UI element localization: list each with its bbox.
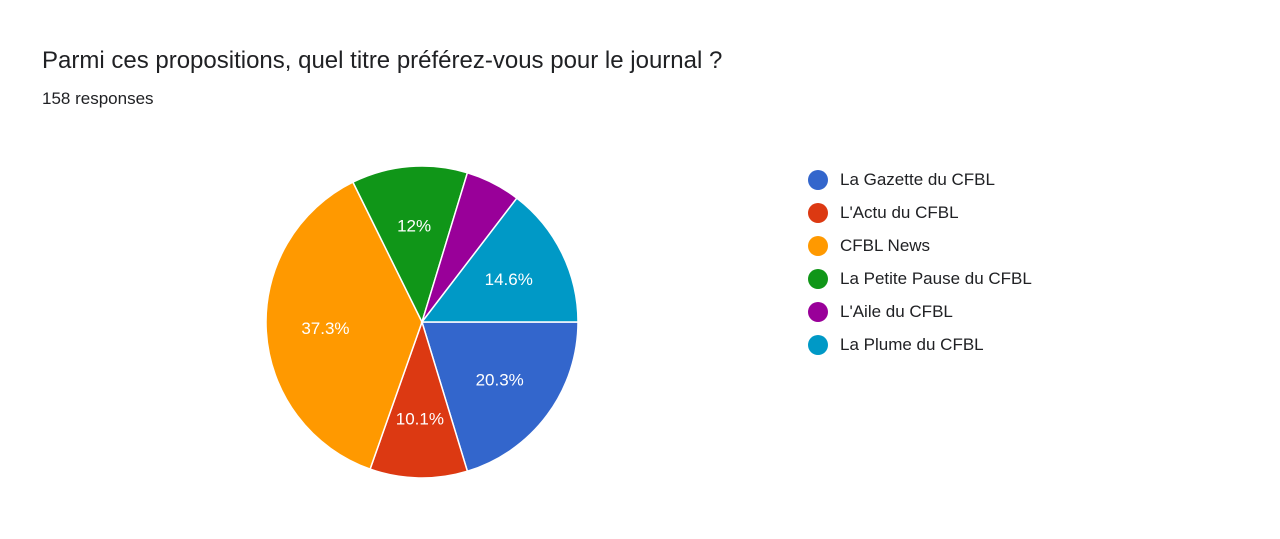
legend-label: La Plume du CFBL <box>840 334 984 354</box>
legend-label: CFBL News <box>840 235 931 255</box>
pie-slice-la-gazette-du-cfbl <box>420 321 579 473</box>
legend-item-l-aile-du-cfbl: L'Aile du CFBL <box>808 295 1032 328</box>
slice-label-cfbl-news: 37.3% <box>301 319 349 338</box>
pie-slice-la-plume-du-cfbl <box>420 197 579 323</box>
pie-slice-cfbl-news <box>265 181 423 471</box>
legend-swatch <box>808 334 828 355</box>
legend-label: La Gazette du CFBL <box>840 169 995 189</box>
chart-legend: La Gazette du CFBL L'Actu du CFBL CFBL New… <box>808 163 1032 361</box>
legend-label: L'Actu du CFBL <box>840 202 959 222</box>
chart-title: Parmi ces propositions, quel titre préfé… <box>42 47 723 74</box>
legend-item-l-actu-du-cfbl: L'Actu du CFBL <box>808 196 1032 229</box>
legend-item-la-gazette-du-cfbl: La Gazette du CFBL <box>808 163 1032 196</box>
slice-label-la-plume-du-cfbl: 14.6% <box>485 270 533 289</box>
legend-item-la-plume-du-cfbl: La Plume du CFBL <box>808 328 1032 361</box>
legend-swatch <box>808 235 828 256</box>
pie-slice-la-petite-pause-du-cfbl <box>351 165 469 325</box>
slice-label-l-actu-du-cfbl: 10.1% <box>396 410 444 429</box>
legend-swatch <box>808 202 828 223</box>
response-count: 158 responses <box>42 89 154 108</box>
legend-label: La Petite Pause du CFBL <box>840 268 1032 288</box>
legend-item-la-petite-pause-du-cfbl: La Petite Pause du CFBL <box>808 262 1032 295</box>
legend-swatch <box>808 169 828 190</box>
legend-item-cfbl-news: CFBL News <box>808 229 1032 262</box>
legend-swatch <box>808 268 828 289</box>
slice-label-la-petite-pause-du-cfbl: 12% <box>397 217 431 236</box>
slice-label-la-gazette-du-cfbl: 20.3% <box>476 371 524 390</box>
legend-label: L'Aile du CFBL <box>840 301 953 321</box>
pie-slice-l-actu-du-cfbl <box>369 319 469 479</box>
legend-swatch <box>808 301 828 322</box>
